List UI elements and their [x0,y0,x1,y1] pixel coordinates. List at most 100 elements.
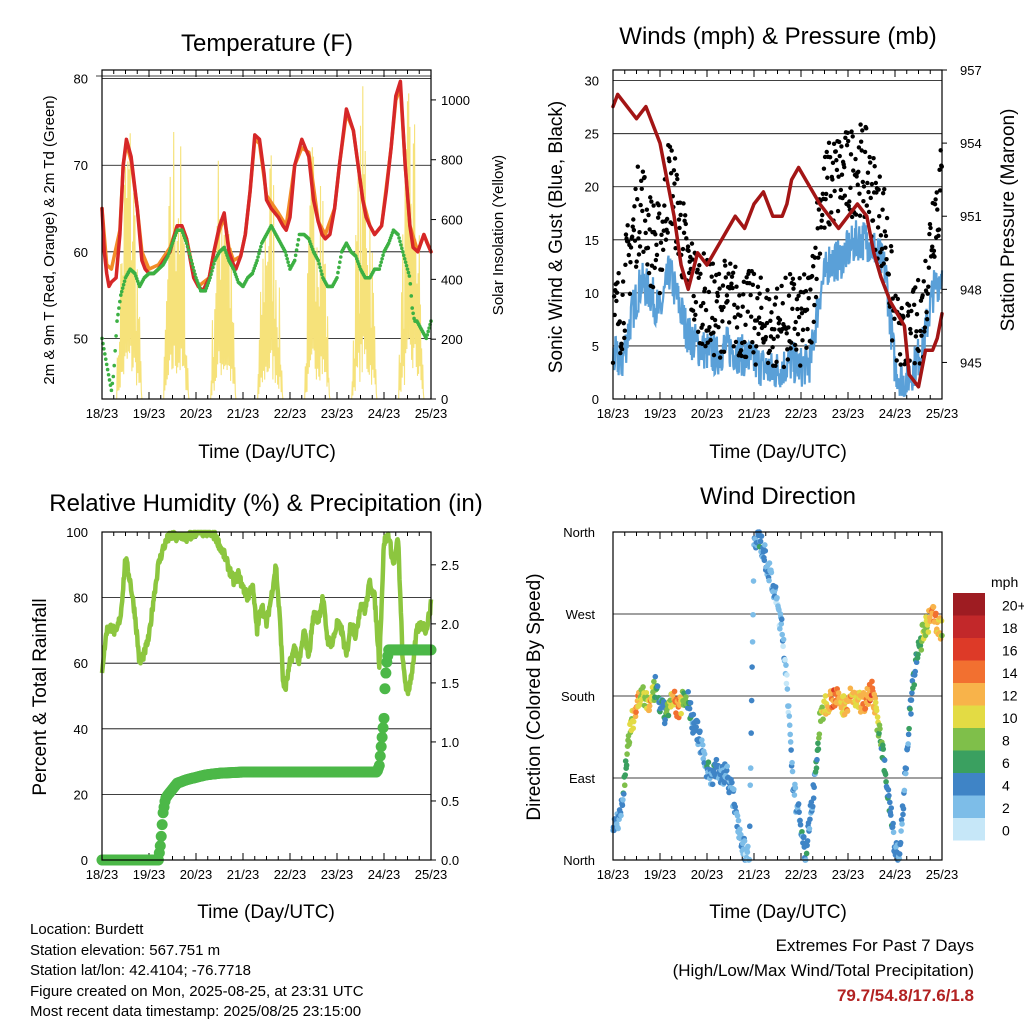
dewpoint-point [118,299,122,304]
gust-point [795,306,800,312]
gust-point [682,213,688,218]
dewpoint-point [283,250,288,254]
gust-point [868,195,873,201]
gust-point [937,167,942,173]
dewpoint-point [193,272,197,277]
humidity-ytick-label: 100 [66,525,88,540]
gust-point [816,255,821,260]
precip-ytick-label: 1.5 [441,676,459,691]
gust-point [856,169,861,174]
direction-point [886,792,892,799]
gust-point [703,343,708,349]
gust-point [695,329,701,335]
direction-point [637,701,644,708]
dewpoint-point [317,262,321,266]
direction-frame [612,531,943,861]
pressure-ytick-label: 957 [960,63,982,78]
direction-point [786,713,793,719]
gust-point [924,309,929,315]
direction-point [835,690,842,696]
temperature-ytick-label: 70 [74,158,88,173]
temperature-xtick-label: 22/23 [274,406,307,421]
wind-ylabel: Sonic Wind & Gust (Blue, Black) [546,101,567,373]
dewpoint-point [295,243,300,247]
direction-point [685,688,691,695]
gust-point [729,274,735,279]
humidity-ytick-label: 0 [81,853,88,868]
gust-point [645,245,651,251]
gust-point [857,213,863,218]
wind-ytick-label: 0 [592,392,599,407]
direction-point [693,724,699,730]
direction-point [762,548,769,554]
gust-point [934,190,939,195]
gust-point [905,313,911,318]
gust-point [765,360,771,366]
gust-point [908,326,913,332]
dewpoint-point [258,248,262,252]
direction-point [619,802,626,809]
gust-point [733,339,739,345]
direction-point [778,621,785,627]
gust-point [808,287,813,292]
gust-point [811,319,816,325]
wind-panel: Winds (mph) & Pressure (mb) 18/23 19/23 20… [546,23,1019,463]
gust-point [723,263,728,268]
direction-point [626,739,633,746]
direction-point [697,728,703,735]
gust-point [735,305,740,310]
direction-point [662,716,668,723]
gust-point [686,248,691,254]
gust-point [884,215,890,221]
direction-point [732,804,738,810]
solar-insolation-line [257,155,284,400]
direction-point [799,828,805,835]
gust-point [734,325,740,330]
direction-point [890,820,896,827]
precip-point [377,722,389,734]
dewpoint-point [117,306,121,310]
direction-point [792,785,799,791]
gust-point [878,233,884,238]
gust-point [789,340,794,345]
direction-point [783,662,789,668]
gust-point [698,303,704,309]
gust-point [614,290,620,295]
gust-point [937,188,943,193]
gust-point [922,325,928,330]
temperature-ytick-label: 60 [74,245,88,260]
direction-point [749,664,755,670]
gust-point [927,222,933,227]
gust-point [775,334,780,339]
gust-point [917,361,923,366]
gust-point [653,232,658,237]
gust-point [859,148,864,153]
gust-point [820,191,826,197]
gust-point [883,245,888,250]
gust-point [724,293,730,298]
gust-point [817,251,823,256]
direction-point [694,718,701,725]
humidity-xtick-label: 23/23 [321,867,354,882]
gust-point [911,302,917,307]
dewpoint-point [378,263,383,268]
gust-point [797,275,802,281]
dewpoint-point [402,256,407,261]
direction-point [632,713,639,720]
direction-point [822,693,829,699]
temperature-xtick-label: 18/23 [86,406,119,421]
dewpoint-point [377,267,382,271]
gust-point [756,331,761,337]
direction-point [713,756,720,763]
direction-point [748,697,755,704]
direction-point [774,594,780,601]
gust-point [913,334,919,339]
gust-point [642,175,647,180]
gust-point [849,129,854,134]
dewpoint-point [212,262,216,266]
dewpoint-point [336,270,340,275]
solar-insolation-line [116,133,143,400]
gust-point [772,327,777,332]
precip-point [376,731,388,743]
direction-point [795,801,802,807]
